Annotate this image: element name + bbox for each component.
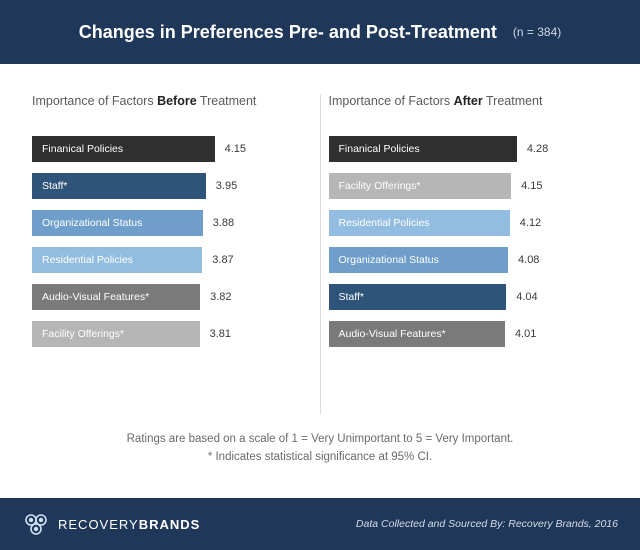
before-title-prefix: Importance of Factors — [32, 94, 157, 108]
sample-size: (n = 384) — [513, 25, 561, 39]
bar-value: 4.15 — [225, 143, 246, 155]
bar: Organizational Status — [329, 247, 509, 273]
bar-row: Audio-Visual Features* 4.01 — [329, 321, 609, 347]
footer: RECOVERYBRANDS Data Collected and Source… — [0, 498, 640, 550]
after-title-prefix: Importance of Factors — [329, 94, 454, 108]
before-title: Importance of Factors Before Treatment — [32, 94, 312, 108]
bar-value: 3.87 — [212, 254, 233, 266]
bar-value: 3.95 — [216, 180, 237, 192]
bar: Finanical Policies — [32, 136, 215, 162]
before-title-suffix: Treatment — [197, 94, 257, 108]
brand-text: RECOVERYBRANDS — [58, 517, 200, 532]
bar-value: 4.08 — [518, 254, 539, 266]
bar-row: Facility Offerings* 3.81 — [32, 321, 312, 347]
bar-value: 4.01 — [515, 328, 536, 340]
brand-suffix: BRANDS — [139, 517, 201, 532]
bar-row: Residential Policies 3.87 — [32, 247, 312, 273]
after-bars: Finanical Policies 4.28 Facility Offerings… — [329, 136, 609, 347]
after-title-suffix: Treatment — [483, 94, 543, 108]
bar: Staff* — [32, 173, 206, 199]
bar: Staff* — [329, 284, 507, 310]
brand: RECOVERYBRANDS — [22, 510, 200, 538]
bar-value: 3.81 — [210, 328, 231, 340]
bar-row: Organizational Status 3.88 — [32, 210, 312, 236]
after-column: Importance of Factors After Treatment Fi… — [321, 94, 617, 414]
bar-row: Audio-Visual Features* 3.82 — [32, 284, 312, 310]
bar-row: Organizational Status 4.08 — [329, 247, 609, 273]
bar: Audio-Visual Features* — [329, 321, 505, 347]
brand-logo-icon — [22, 510, 50, 538]
bar-row: Finanical Policies 4.28 — [329, 136, 609, 162]
bar-value: 3.88 — [213, 217, 234, 229]
bar: Audio-Visual Features* — [32, 284, 200, 310]
after-title-bold: After — [454, 94, 483, 108]
footnote-line2: * Indicates statistical significance at … — [20, 448, 620, 466]
bar: Facility Offerings* — [32, 321, 200, 347]
after-title: Importance of Factors After Treatment — [329, 94, 609, 108]
bar-row: Staff* 4.04 — [329, 284, 609, 310]
footer-credit: Data Collected and Sourced By: Recovery … — [356, 518, 618, 530]
bar: Finanical Policies — [329, 136, 517, 162]
bar-value: 4.12 — [520, 217, 541, 229]
footnote: Ratings are based on a scale of 1 = Very… — [0, 424, 640, 467]
before-bars: Finanical Policies 4.15 Staff* 3.95 Organiza… — [32, 136, 312, 347]
footnote-line1: Ratings are based on a scale of 1 = Very… — [20, 430, 620, 448]
bar: Residential Policies — [329, 210, 510, 236]
bar-row: Residential Policies 4.12 — [329, 210, 609, 236]
brand-prefix: RECOVERY — [58, 517, 139, 532]
bar: Organizational Status — [32, 210, 203, 236]
bar-value: 4.28 — [527, 143, 548, 155]
page-title: Changes in Preferences Pre- and Post-Tre… — [79, 22, 497, 43]
charts-area: Importance of Factors Before Treatment F… — [0, 64, 640, 424]
bar: Residential Policies — [32, 247, 202, 273]
before-column: Importance of Factors Before Treatment F… — [24, 94, 321, 414]
bar-row: Staff* 3.95 — [32, 173, 312, 199]
bar-value: 4.04 — [516, 291, 537, 303]
bar: Facility Offerings* — [329, 173, 512, 199]
before-title-bold: Before — [157, 94, 197, 108]
bar-value: 3.82 — [210, 291, 231, 303]
header: Changes in Preferences Pre- and Post-Tre… — [0, 0, 640, 64]
bar-row: Facility Offerings* 4.15 — [329, 173, 609, 199]
bar-value: 4.15 — [521, 180, 542, 192]
bar-row: Finanical Policies 4.15 — [32, 136, 312, 162]
